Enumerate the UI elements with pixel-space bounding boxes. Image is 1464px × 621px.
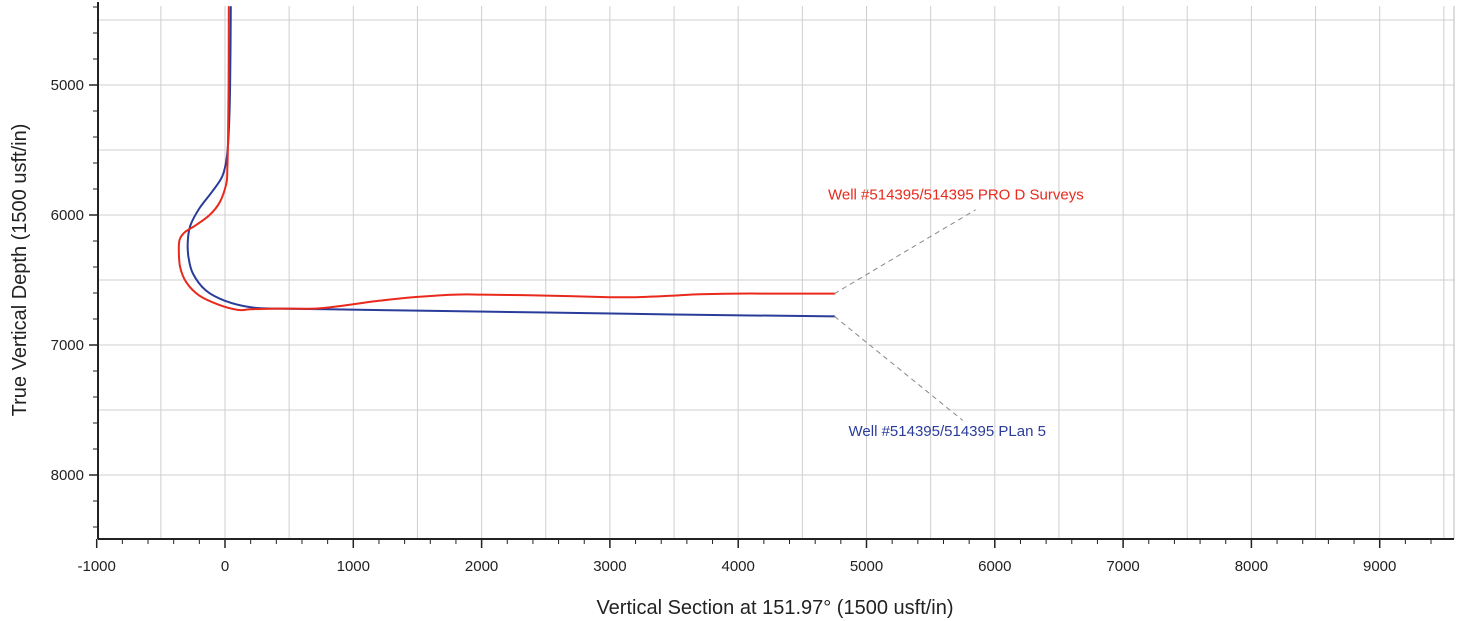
x-tick-label: 3000 xyxy=(593,558,626,575)
x-tick-label: 9000 xyxy=(1363,558,1396,575)
x-tick-label: 8000 xyxy=(1235,558,1268,575)
x-tick-label: 5000 xyxy=(850,558,883,575)
annotation-leader-line xyxy=(834,316,964,421)
y-tick-label: 8000 xyxy=(51,467,84,484)
series-annotation-label: Well #514395/514395 PLan 5 xyxy=(849,423,1046,440)
grid xyxy=(98,6,1455,539)
axes: -1000 0 1000 2000 3000 4000 5000 6000 7000 8000 90… xyxy=(51,2,1454,575)
x-tick-label: 4000 xyxy=(722,558,755,575)
x-axis-label: Vertical Section at 151.97° (1500 usft/i… xyxy=(596,597,953,619)
x-tick-label: 1000 xyxy=(337,558,370,575)
series-line xyxy=(186,6,836,318)
x-tick-label: 2000 xyxy=(465,558,498,575)
y-tick-label: 7000 xyxy=(51,337,84,354)
y-tick-label: 6000 xyxy=(51,207,84,224)
x-tick-label: 7000 xyxy=(1106,558,1139,575)
x-tick-label: 6000 xyxy=(978,558,1011,575)
series xyxy=(177,6,836,318)
y-axis-label: True Vertical Depth (1500 usft/in) xyxy=(9,124,31,417)
x-tick-label: 0 xyxy=(221,558,229,575)
series-annotation-label: Well #514395/514395 PRO D Surveys xyxy=(828,186,1084,203)
annotation-leader-line xyxy=(834,209,976,295)
annotations: Well #514395/514395 PRO D Surveys Well #5… xyxy=(828,186,1084,440)
y-tick-label: 5000 xyxy=(51,77,84,94)
x-tick-label: -1000 xyxy=(78,558,116,575)
series-line xyxy=(177,6,836,312)
